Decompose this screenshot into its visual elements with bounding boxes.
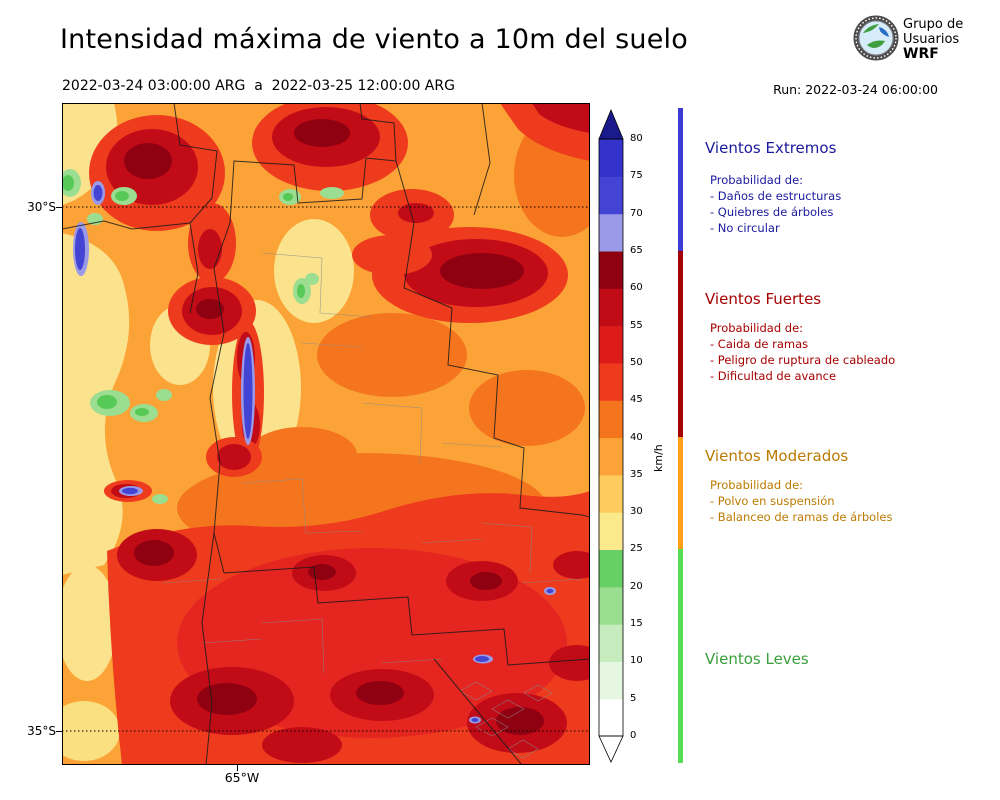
probability-item: - Daños de estructuras [710,189,842,203]
colorbar-unit-label: km/h [652,444,665,472]
category-strip-segment [678,549,683,763]
probability-label: Probabilidad de: [710,173,804,187]
left-axis-tick [56,207,62,208]
probability-item: - No circular [710,221,780,235]
category-detail-extremos: Probabilidad de: - Daños de estructuras … [710,172,995,236]
colorbar-tick: 5 [630,692,637,704]
colorbar-tick: 10 [630,655,643,667]
probability-label: Probabilidad de: [710,478,804,492]
colorbar-tick: 15 [630,618,643,630]
probability-item: - Peligro de ruptura de cableado [710,353,896,367]
colorbar-tick: 80 [630,133,643,144]
category-strip-segment [678,251,683,437]
colorbar-tick: 60 [630,282,643,294]
colorbar-tick: 55 [630,319,643,331]
category-title-moderados: Vientos Moderados [705,447,849,465]
colorbar-tick: 65 [630,244,643,256]
wrf-logo [852,14,900,62]
category-title-extremos: Vientos Extremos [705,139,837,157]
colorbar-tick: 45 [630,394,643,406]
logo-text: Grupo de Usuarios WRF [903,17,963,62]
category-strip-segment [678,108,683,251]
left-axis-tick [56,731,62,732]
colorbar-tick: 20 [630,580,643,592]
lon-label-65w: 65°W [224,770,260,785]
probability-item: - Dificultad de avance [710,369,837,383]
category-title-fuertes: Vientos Fuertes [705,290,822,308]
model-run-label: Run: 2022-03-24 06:00:00 [773,82,938,97]
logo-acronym: WRF [903,46,939,62]
colorbar: 0 5 10 15 20 25 30 35 40 45 50 55 60 65 70 75 80 [598,106,658,770]
colorbar-scale [598,108,624,763]
category-title-leves: Vientos Leves [705,650,809,668]
logo-org-line1: Grupo de [903,17,964,32]
page-title: Intensidad máxima de viento a 10m del su… [60,24,688,55]
colorbar-tick: 25 [630,543,643,555]
category-strip [678,108,683,763]
probability-item: - Polvo en suspensión [710,494,835,508]
map-frame [62,103,590,765]
category-detail-moderados: Probabilidad de: - Polvo en suspensión -… [710,477,995,525]
colorbar-tick: 40 [630,431,643,443]
colorbar-tick: 0 [630,730,637,741]
probability-item: - Quiebres de árboles [710,205,834,219]
lat-label-30s: 30°S [27,200,56,214]
logo-org-line2: Usuarios [903,32,960,47]
probability-label: Probabilidad de: [710,321,804,335]
category-detail-fuertes: Probabilidad de: - Caida de ramas - Peli… [710,320,995,384]
lat-label-35s: 35°S [27,724,56,738]
category-strip-segment [678,437,683,549]
colorbar-tick: 70 [630,207,643,219]
probability-item: - Caida de ramas [710,337,809,351]
province-borders [61,102,591,766]
wind-map [48,95,610,766]
colorbar-tick: 35 [630,468,643,480]
colorbar-tick: 30 [630,506,643,518]
bottom-axis-tick [237,765,238,771]
globe-icon [853,15,899,61]
latitude-gridlines [62,206,590,732]
colorbar-tick: 50 [630,356,643,368]
map-panel [48,95,610,766]
forecast-period: 2022-03-24 03:00:00 ARG a 2022-03-25 12:… [62,78,455,94]
wind-field [48,95,610,765]
colorbar-tick: 75 [630,170,643,182]
probability-item: - Balanceo de ramas de árboles [710,510,893,524]
department-borders [161,252,583,759]
